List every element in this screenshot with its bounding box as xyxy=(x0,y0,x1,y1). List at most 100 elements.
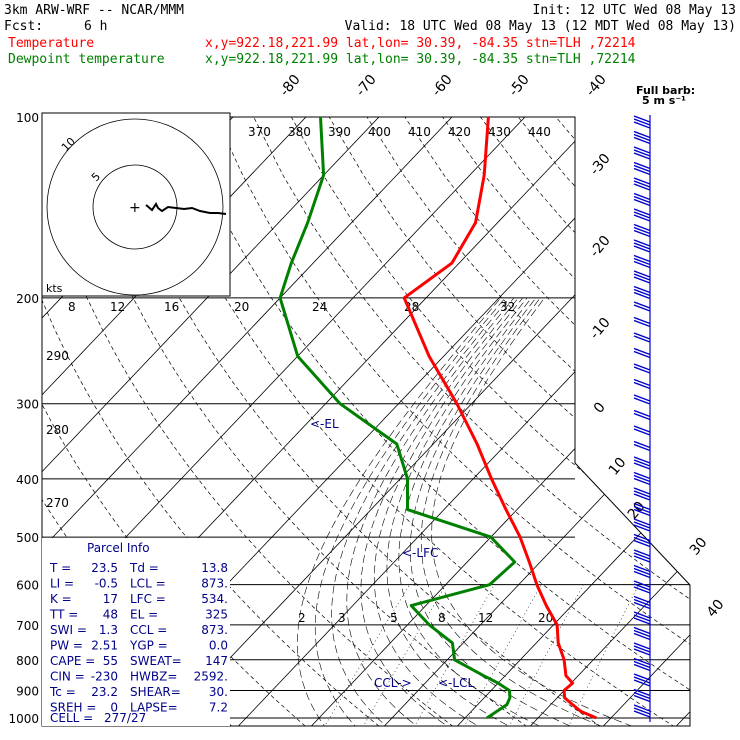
valid-time: Valid: 18 UTC Wed 08 May 13 (12 MDT Wed … xyxy=(345,19,736,34)
wind-barb-flag xyxy=(633,304,651,312)
parcel-label-left: PW = xyxy=(50,639,83,653)
wind-barb-flag xyxy=(633,626,651,635)
wind-barb-flag xyxy=(633,691,651,700)
wind-barb-flag xyxy=(633,707,651,715)
wind-barbs-layer xyxy=(633,115,651,722)
pressure-label-800: 800 xyxy=(16,654,39,668)
dry-adiabat-450 xyxy=(669,117,690,726)
mixing-ratio-label-3: 3 xyxy=(338,611,346,625)
wind-barb-flag xyxy=(633,332,651,340)
moist-adiabat--10 xyxy=(297,297,502,726)
wind-barb-flag xyxy=(633,505,651,514)
isotherm-label--60: -60 xyxy=(429,72,456,100)
theta-e-label-12: 12 xyxy=(110,300,125,314)
wind-barb-flag xyxy=(633,394,651,402)
wind-barb-flag xyxy=(633,459,651,467)
wind-barb-flag xyxy=(633,195,651,204)
wind-barb-flag xyxy=(633,149,651,157)
wind-barb-flag xyxy=(633,580,651,588)
wind-barb-flag xyxy=(633,409,651,418)
wind-barb-flag xyxy=(633,617,651,625)
wind-barb-flag xyxy=(633,676,651,684)
forecast-label: Fcst: xyxy=(4,19,43,34)
wind-barb-flag xyxy=(633,645,651,653)
dewpoint-location: x,y=922.18,221.99 lat,lon= 30.39, -84.35… xyxy=(205,52,636,67)
dry-adiabat-400 xyxy=(480,117,690,726)
wind-barb-flag xyxy=(633,245,651,253)
parcel-label-right: CCL = xyxy=(130,623,167,637)
wind-barb-flag xyxy=(633,363,651,371)
moist-adiabat-10 xyxy=(373,297,523,726)
dry-adiabat-370 xyxy=(366,117,690,726)
mixing-ratio-label-8: 8 xyxy=(438,611,446,625)
parcel-label-left: Tc = xyxy=(49,685,76,699)
wind-barb-flag xyxy=(633,121,651,129)
wind-barb-flag xyxy=(633,276,651,284)
moist-adiabat--2 xyxy=(331,297,510,726)
pressure-label-700: 700 xyxy=(16,619,39,633)
parcel-label-right: LAPSE= xyxy=(130,701,178,715)
wind-barb-flag xyxy=(633,214,651,222)
parcel-label-right: YGP = xyxy=(129,639,168,653)
isotherm-0 xyxy=(379,117,690,726)
wind-barb-flag xyxy=(633,316,651,325)
parcel-label-right: SHEAR= xyxy=(130,685,181,699)
wind-legend-units: 5 m s⁻¹ xyxy=(642,94,686,107)
isotherm-label-30: 30 xyxy=(687,535,711,559)
wind-barb-flag xyxy=(633,319,651,328)
dry-adiabat-320 xyxy=(177,117,690,726)
wind-barb-flag xyxy=(633,412,651,421)
isotherm-label--40: -40 xyxy=(583,72,610,100)
parcel-value-left: 2.51 xyxy=(91,639,118,653)
wind-barb-flag xyxy=(633,521,651,529)
ccl-level-label: CCL-> xyxy=(374,676,412,690)
wind-barb-flag xyxy=(633,539,651,548)
hodograph-trace xyxy=(145,202,227,215)
wind-barb-flag xyxy=(633,285,651,294)
isotherm-30 xyxy=(598,117,690,726)
pressure-label-600: 600 xyxy=(16,579,39,593)
wind-barb-flag xyxy=(633,518,651,526)
parcel-value-right: 873. xyxy=(201,577,228,591)
low-theta-label-270: 270 xyxy=(46,496,69,510)
wind-barb-flag xyxy=(633,552,651,560)
wind-barb-flag xyxy=(633,211,651,219)
parcel-label-left: SREH = xyxy=(50,701,96,715)
parcel-label-left: T = xyxy=(49,561,71,575)
parcel-label-right: LCL = xyxy=(130,577,166,591)
parcel-info-panel: Parcel Info T = 23.5 Td = 13.8 LI = -0.5 LCL =… xyxy=(42,538,230,726)
dry-adiabat-310 xyxy=(139,117,681,726)
moist-adiabat-2 xyxy=(346,297,515,726)
wind-barb-flag xyxy=(633,136,651,145)
isotherm--80 xyxy=(42,117,406,726)
wind-barb-flag xyxy=(633,167,651,176)
dewpoint-label: Dewpoint temperature xyxy=(8,52,165,67)
parcel-label-left: CIN = xyxy=(50,670,85,684)
hodograph-ring-outer xyxy=(46,118,224,296)
moist-adiabat-22 xyxy=(409,297,582,726)
wind-barb-flag xyxy=(633,115,651,123)
hodograph-ring-inner xyxy=(92,164,178,250)
lcl-level-label: <-LCL xyxy=(438,676,474,690)
isotherm-label-40: 40 xyxy=(704,597,728,621)
wind-barb-flag xyxy=(633,177,651,185)
wind-barb-flag xyxy=(633,381,651,390)
parcel-value-left: 17 xyxy=(103,592,118,606)
wind-barb-flag xyxy=(633,397,651,405)
theta-e-label-20: 20 xyxy=(234,300,249,314)
mixing-ratio-line-5 xyxy=(411,584,495,726)
parcel-value-right: 147 xyxy=(205,654,228,668)
wind-barb-flag xyxy=(633,536,651,545)
theta-e-label-24: 24 xyxy=(312,300,327,314)
parcel-label-left: LI = xyxy=(50,577,74,591)
dry-adiabat-340 xyxy=(253,117,690,726)
dry-adiabat-350 xyxy=(291,117,690,726)
wind-barb-flag xyxy=(633,443,651,452)
wind-barb-flag xyxy=(633,180,651,188)
isotherm-20 xyxy=(525,117,690,726)
wind-barb-flag xyxy=(633,239,651,247)
wind-barb-flag xyxy=(633,710,651,718)
wind-barb-flag xyxy=(633,642,651,650)
parcel-label-left: SWI = xyxy=(50,623,87,637)
